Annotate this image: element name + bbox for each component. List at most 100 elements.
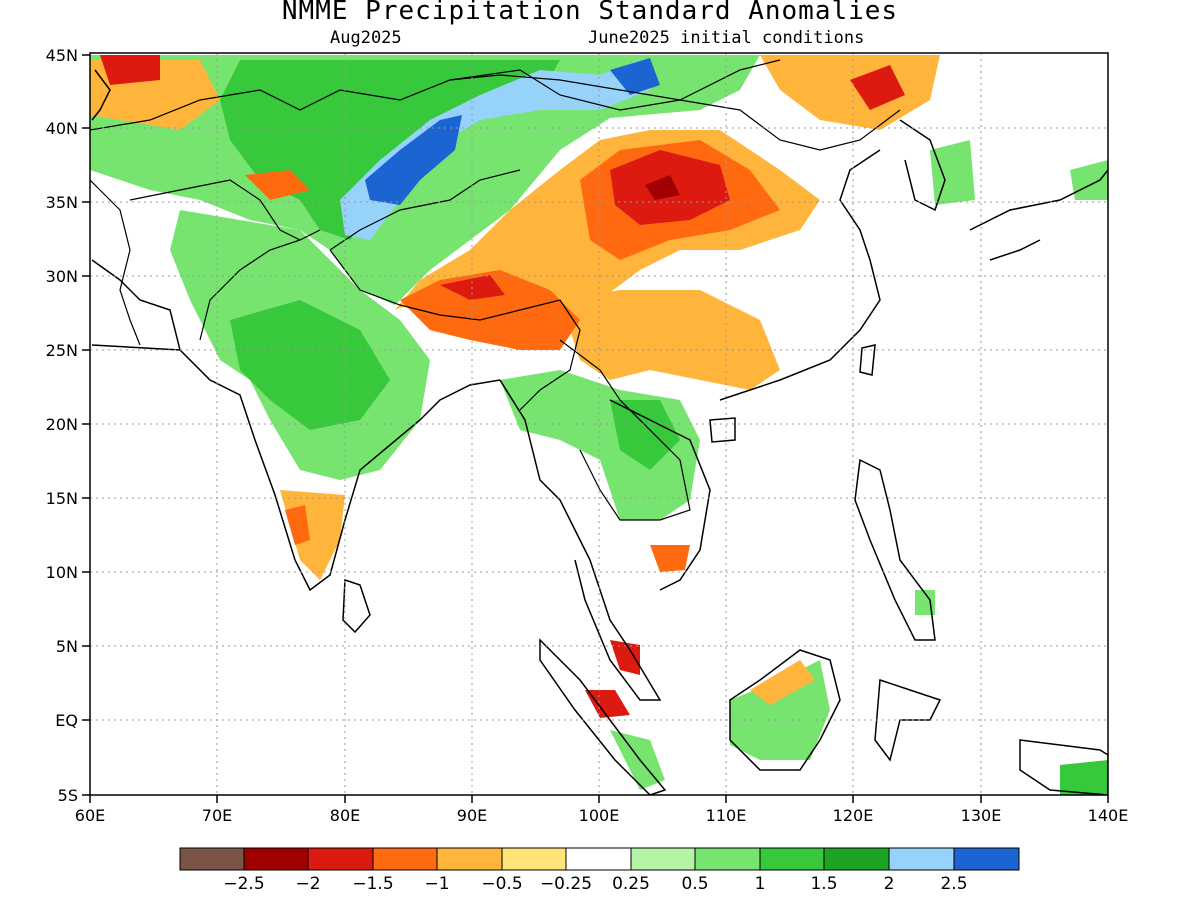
coastline-india <box>91 344 501 592</box>
border-southeast-asia <box>559 339 691 521</box>
lat-label-eq: EQ <box>55 711 78 730</box>
forecast-month: Aug2025 <box>330 28 402 48</box>
coastline-newguinea <box>1019 739 1108 795</box>
legend-swatch-0 <box>179 847 245 871</box>
legend-label-7: 0.5 <box>681 874 708 894</box>
anomaly-zone-green-sumatra <box>610 730 665 790</box>
axis-ticks <box>82 54 1109 803</box>
anomaly-zone-red-northwest <box>100 55 160 85</box>
legend-label-10: 2 <box>884 874 895 894</box>
coastlines <box>91 69 1108 795</box>
coastline-sulawesi <box>874 678 942 762</box>
lon-label-90e: 90E <box>457 806 487 825</box>
legend-swatch-4 <box>436 847 503 871</box>
anomaly-zone-red-pakistan <box>245 170 310 200</box>
anomaly-zone-orange-south-india <box>280 490 345 580</box>
legend-swatch-8 <box>694 847 761 871</box>
lon-label-80e: 80E <box>330 806 360 825</box>
coastline-indochina <box>499 379 662 701</box>
anomaly-zone-green-newguinea <box>1060 760 1108 795</box>
lon-label-140e: 140E <box>1088 806 1129 825</box>
lat-label-5s: 5S <box>58 786 78 805</box>
coastline-korea <box>899 119 946 212</box>
lon-label-130e: 130E <box>961 806 1002 825</box>
anomaly-zone-red-cambodia <box>650 545 690 572</box>
anomaly-zone-red-sumatra <box>585 690 630 718</box>
lon-label-110e: 110E <box>706 806 747 825</box>
anomaly-zone-darkred-china <box>645 175 680 200</box>
legend-label-1: −2 <box>295 874 320 894</box>
anomaly-zone-lightblue-tibet <box>340 60 650 240</box>
lon-label-120e: 120E <box>833 806 874 825</box>
lon-label-70e: 70E <box>202 806 232 825</box>
legend-label-9: 1.5 <box>810 874 837 894</box>
legend-swatch-11 <box>888 847 955 871</box>
coastline-hainan <box>709 417 736 443</box>
lat-label-35n: 35N <box>46 193 78 212</box>
map-title: NMME Precipitation Standard Anomalies <box>281 0 899 26</box>
border-iran <box>90 179 141 346</box>
anomaly-zone-darkgreen-india <box>230 300 390 430</box>
coastline-china-coast <box>719 149 881 401</box>
gridlines <box>90 53 1108 795</box>
legend-swatch-6 <box>565 847 632 871</box>
legend-swatch-2 <box>307 847 374 871</box>
lon-label-60e: 60E <box>75 806 105 825</box>
anomaly-zone-green-philippines <box>915 590 935 615</box>
anomaly-zone-red-south-india <box>285 505 310 545</box>
longitude-labels: 60E 70E 80E 90E 100E 110E 120E 130E 140E <box>75 806 1129 825</box>
legend-swatch-3 <box>372 847 438 871</box>
anomaly-zone-green-japan <box>1070 160 1108 200</box>
anomaly-zone-blue-tibet <box>365 115 462 205</box>
anomaly-zone-red-himalaya <box>400 270 580 350</box>
latitude-labels: 45N 40N 35N 30N 25N 20N 15N 10N 5N EQ 5S <box>46 46 78 805</box>
lat-label-5n: 5N <box>56 637 78 656</box>
coastline-caspian <box>91 69 111 121</box>
anomaly-zone-green-korea <box>930 140 975 205</box>
legend-label-11: 2.5 <box>940 874 967 894</box>
initial-conditions: June2025 initial conditions <box>588 28 865 48</box>
country-borders <box>90 59 901 521</box>
legend-label-8: 1 <box>755 874 766 894</box>
legend-label-4: −0.5 <box>481 874 522 894</box>
color-legend: −2.5 −2 −1.5 −1 −0.5 −0.25 0.25 0.5 1 1.… <box>179 847 1020 894</box>
border-india-pakistan <box>199 239 301 341</box>
anomaly-zone-red-malaysia <box>610 640 640 675</box>
coastline-sumatra <box>539 638 667 795</box>
coastline-philippines <box>854 458 936 641</box>
border-himalaya <box>329 249 581 411</box>
anomaly-zone-orange-south-china <box>560 290 780 390</box>
legend-swatch-1 <box>243 847 309 871</box>
border-tibet <box>329 169 521 251</box>
lat-label-45n: 45N <box>46 46 78 65</box>
anomaly-zone-darkgreen-indochina <box>610 400 680 470</box>
coastline-taiwan <box>859 344 876 376</box>
coastline-persian-gulf <box>91 259 181 351</box>
legend-swatch-12 <box>953 847 1020 871</box>
coastline-sri-lanka <box>342 578 371 634</box>
lat-label-40n: 40N <box>46 119 78 138</box>
anomaly-field <box>90 55 1108 795</box>
lat-label-15n: 15N <box>46 489 78 508</box>
anomaly-zone-red-northeast <box>850 65 905 110</box>
legend-label-3: −1 <box>424 874 449 894</box>
legend-label-5: −0.25 <box>540 874 592 894</box>
legend-swatch-7 <box>630 847 696 871</box>
lat-label-10n: 10N <box>46 563 78 582</box>
anomaly-zone-blue-mongolia <box>610 58 660 95</box>
legend-swatch-10 <box>823 847 890 871</box>
legend-swatch-5 <box>501 847 567 871</box>
legend-label-6: 0.25 <box>612 874 650 894</box>
legend-label-0: −2.5 <box>223 874 264 894</box>
lat-label-25n: 25N <box>46 341 78 360</box>
coastline-japan <box>969 169 1108 261</box>
anomaly-zone-orange-borneo <box>750 660 815 705</box>
legend-swatch-9 <box>759 847 825 871</box>
lon-label-100e: 100E <box>579 806 620 825</box>
lat-label-30n: 30N <box>46 267 78 286</box>
coastline-vietnam-coast <box>609 399 711 591</box>
border-china-mongolia <box>449 69 901 151</box>
legend-label-2: −1.5 <box>352 874 393 894</box>
lat-label-20n: 20N <box>46 415 78 434</box>
